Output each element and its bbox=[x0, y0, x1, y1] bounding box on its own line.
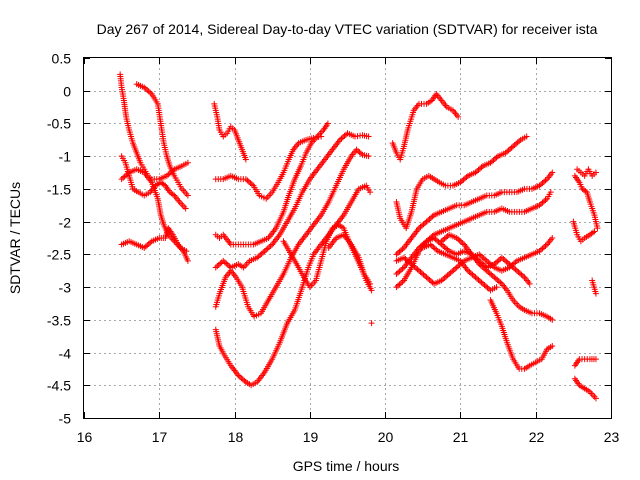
y-tick-label: -5 bbox=[59, 411, 72, 427]
data-point bbox=[184, 257, 191, 264]
x-tick-label: 20 bbox=[378, 429, 394, 445]
data-point bbox=[549, 316, 556, 323]
data-point bbox=[184, 192, 191, 199]
data-point bbox=[182, 205, 189, 212]
data-point bbox=[184, 159, 191, 166]
x-tick-labels: 16 17 18 19 20 21 22 23 bbox=[77, 429, 620, 445]
data-point bbox=[183, 248, 190, 255]
data-point bbox=[591, 228, 598, 235]
y-tick-label: -1 bbox=[59, 149, 72, 165]
data-point bbox=[592, 169, 599, 176]
x-tick-label: 19 bbox=[303, 429, 319, 445]
y-tick-label: 0.5 bbox=[52, 51, 72, 67]
data-point bbox=[592, 395, 599, 402]
data-point bbox=[368, 287, 375, 294]
x-tick-label: 16 bbox=[77, 429, 93, 445]
y-tick-label: -1.5 bbox=[47, 182, 71, 198]
data-point bbox=[549, 235, 556, 241]
plot-frame bbox=[83, 57, 612, 419]
y-tick-label: -2 bbox=[59, 215, 72, 231]
y-tick-label: -3.5 bbox=[47, 313, 71, 329]
y-tick-label: -0.5 bbox=[47, 116, 71, 132]
y-tick-label: -4.5 bbox=[47, 378, 71, 394]
y-tick-label: -4 bbox=[59, 346, 72, 362]
data-point bbox=[324, 120, 331, 127]
y-tick-label: 0 bbox=[63, 84, 71, 100]
chart-title: Day 267 of 2014, Sidereal Day-to-day VTE… bbox=[97, 21, 598, 37]
x-tick-label: 23 bbox=[604, 429, 620, 445]
x-tick-label: 18 bbox=[228, 429, 244, 445]
x-tick-label: 22 bbox=[529, 429, 545, 445]
y-axis-label: SDTVAR / TECUs bbox=[7, 182, 23, 294]
data-point bbox=[367, 280, 374, 287]
data-point bbox=[455, 113, 462, 120]
x-axis-label: GPS time / hours bbox=[293, 458, 400, 474]
data-point bbox=[367, 189, 374, 196]
data-point bbox=[592, 290, 599, 297]
data-point bbox=[594, 225, 601, 232]
data-point bbox=[526, 280, 533, 287]
data-point bbox=[549, 343, 556, 349]
data-point bbox=[523, 133, 530, 140]
y-tick-labels: 0.5 0 -0.5 -1 -1.5 -2 -2.5 -3 -3.5 -4 -4.5 -5 bbox=[47, 51, 71, 427]
data-point bbox=[365, 153, 372, 160]
x-tick-label: 21 bbox=[453, 429, 469, 445]
x-tick-label: 17 bbox=[152, 429, 168, 445]
data-point bbox=[242, 156, 249, 163]
data-point bbox=[549, 169, 556, 176]
data-point bbox=[592, 356, 599, 363]
data-points bbox=[117, 71, 601, 402]
grid bbox=[84, 58, 611, 418]
data-point bbox=[493, 284, 500, 291]
data-point bbox=[365, 133, 372, 140]
y-tick-label: -2.5 bbox=[47, 247, 71, 263]
y-tick-label: -3 bbox=[59, 280, 72, 296]
data-point bbox=[547, 189, 554, 196]
data-point bbox=[368, 320, 375, 327]
